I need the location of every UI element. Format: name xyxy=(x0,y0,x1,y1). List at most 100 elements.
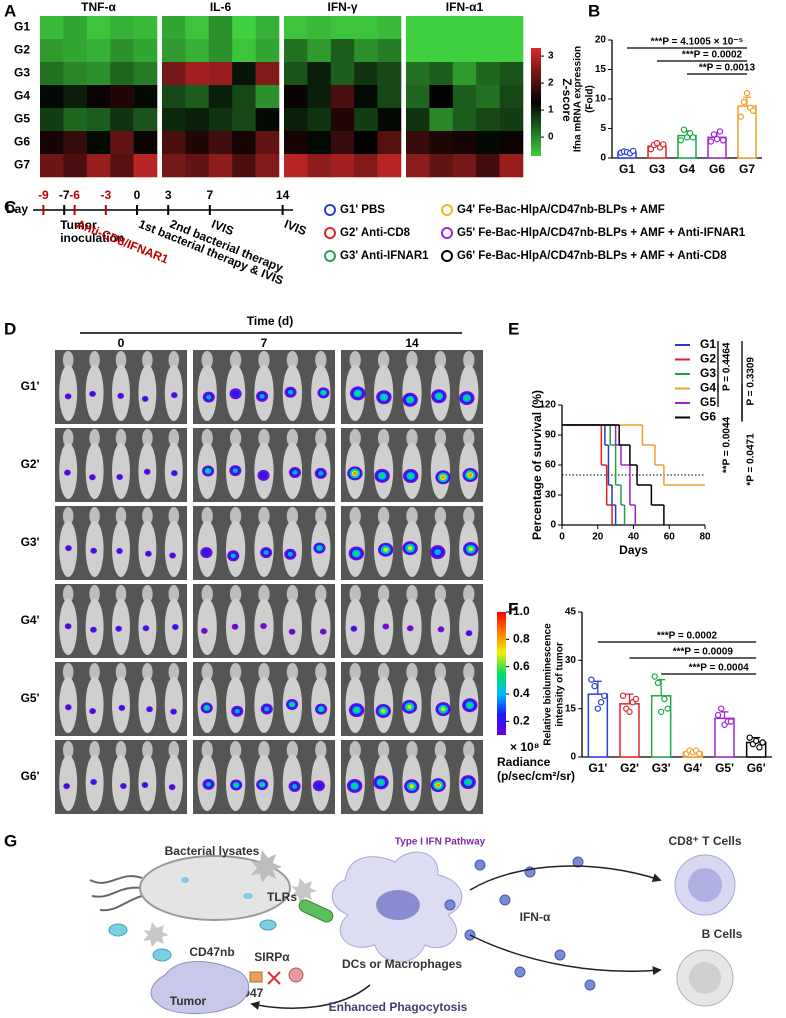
signal-blob xyxy=(381,709,386,713)
heat-cell xyxy=(255,85,280,109)
heat-cell xyxy=(499,131,524,155)
signal-blob xyxy=(408,473,414,479)
signal-blob xyxy=(408,546,413,551)
signal-blob xyxy=(407,397,413,403)
label: CD47nb xyxy=(189,945,234,959)
x-tick-label: 40 xyxy=(628,532,640,543)
label: SIRPα xyxy=(254,950,290,964)
heat-cell xyxy=(429,85,454,109)
mouse-head xyxy=(315,663,327,681)
x-tick-label: G6' xyxy=(747,761,766,775)
data-point xyxy=(737,113,745,120)
mouse-head xyxy=(286,429,299,447)
day-label: -7 xyxy=(59,188,70,202)
mouse-head xyxy=(434,663,447,681)
heat-cell xyxy=(40,16,64,40)
signal-blob xyxy=(66,546,71,550)
mouse-body xyxy=(225,676,246,734)
mouse-body xyxy=(197,598,217,656)
heat-cell xyxy=(307,131,332,155)
mouse-head xyxy=(315,507,327,525)
data-point xyxy=(752,737,760,745)
signal-blob xyxy=(119,706,124,710)
heat-cell xyxy=(255,16,280,40)
heat-cell xyxy=(499,16,524,40)
mouse-head xyxy=(406,507,418,525)
signal-blob xyxy=(121,784,126,788)
heat-cell xyxy=(255,154,280,178)
heat-cell xyxy=(377,154,402,178)
data-point xyxy=(689,134,697,141)
heat-cell xyxy=(499,108,524,132)
panel-letter: E xyxy=(508,319,519,338)
mouse-head xyxy=(168,507,180,525)
column-label: TNF-α xyxy=(81,0,116,14)
mouse-head xyxy=(377,663,390,681)
cd47 xyxy=(249,971,263,983)
x-axis-label: Days xyxy=(619,543,648,557)
mouse-head xyxy=(142,585,153,603)
heat-cell xyxy=(284,154,308,178)
row-label: G7 xyxy=(14,158,30,172)
lysate-fragment xyxy=(143,922,169,947)
tlr-receptor xyxy=(298,899,334,923)
mouse-head xyxy=(168,663,180,681)
mouse-head xyxy=(201,429,213,447)
bacterium xyxy=(139,855,291,921)
signal-blob xyxy=(170,553,175,558)
significance-label: ***P = 0.0002 xyxy=(657,631,718,642)
x-tick-label: G3 xyxy=(649,162,665,176)
label: CD8⁺ T Cells xyxy=(668,834,741,848)
legend-label: G2' Anti-CD8 xyxy=(340,227,411,239)
mouse-head xyxy=(434,507,447,525)
legend-marker xyxy=(324,227,336,239)
significance-label: P = 0.4464 xyxy=(722,342,733,391)
y-tick-label: 10 xyxy=(595,94,607,105)
label: IFN-α xyxy=(520,910,551,924)
day-label: -9 xyxy=(38,188,49,202)
y-axis-label: Percentage of survival (%) xyxy=(530,390,544,540)
heat-cell xyxy=(307,108,332,132)
significance-label: *P = 0.0471 xyxy=(746,433,757,486)
signal-blob xyxy=(441,707,446,712)
mouse-body xyxy=(282,520,303,578)
y-axis-label: Ifna mRNA expression xyxy=(573,46,584,152)
signal-blob xyxy=(90,392,95,396)
heat-cell xyxy=(354,154,378,178)
signal-blob xyxy=(171,709,176,714)
heat-cell xyxy=(307,62,332,86)
mouse-body xyxy=(112,442,130,500)
heat-cell xyxy=(377,131,402,155)
signal-blob xyxy=(441,475,445,479)
legend-label: G4 xyxy=(700,381,716,395)
mouse-head xyxy=(406,741,418,759)
signal-blob xyxy=(230,553,236,559)
legend-label: G6' Fe-Bac-HlpA/CD47nb-BLPs + AMF + Anti… xyxy=(457,250,727,262)
y-tick-label: 30 xyxy=(545,490,557,501)
heat-cell xyxy=(429,154,454,178)
cd47nb-particle xyxy=(259,919,277,931)
colorbar-label: 0.2 xyxy=(513,714,530,728)
mouse-body xyxy=(459,598,479,656)
heat-cell xyxy=(307,85,332,109)
signal-blob xyxy=(379,473,385,479)
panel-letter: B xyxy=(588,1,600,20)
legend-label: G3 xyxy=(700,366,716,380)
signal-blob xyxy=(467,631,472,635)
x-tick-label: 20 xyxy=(592,532,604,543)
mouse-body xyxy=(282,598,303,656)
heat-cell xyxy=(377,108,402,132)
heat-cell xyxy=(162,16,186,40)
x-tick-label: 60 xyxy=(664,532,676,543)
heat-cell xyxy=(406,131,430,155)
row-label: G5' xyxy=(21,691,40,705)
row-label: G5 xyxy=(14,112,30,126)
mouse-head xyxy=(229,507,242,525)
colorbar-label: 0.8 xyxy=(513,632,530,646)
axis-label: Day xyxy=(6,202,28,216)
signal-blob xyxy=(288,628,296,635)
signal-blob xyxy=(409,784,414,789)
heat-cell xyxy=(133,85,158,109)
colorbar xyxy=(497,612,506,735)
data-point xyxy=(659,141,667,148)
